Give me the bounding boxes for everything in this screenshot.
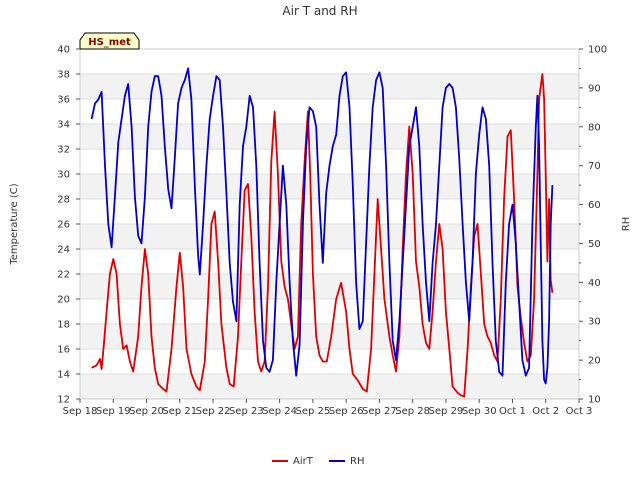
x-tick-label: Oct 3 (566, 406, 593, 417)
y-tick-label: 16 (57, 345, 70, 356)
y-tick-label: 24 (57, 245, 70, 256)
chart-title: Air T and RH (282, 4, 357, 18)
x-tick-label: Sep 25 (295, 406, 330, 417)
x-tick-label: Sep 19 (96, 406, 131, 417)
plot-band (80, 224, 579, 249)
y2-tick-label: 90 (588, 83, 601, 94)
y-tick-label: 12 (57, 395, 70, 406)
plot-band (80, 174, 579, 199)
x-tick-label: Sep 23 (229, 406, 264, 417)
x-tick-label: Sep 20 (129, 406, 164, 417)
plot-band (80, 274, 579, 299)
y-tick-label: 32 (57, 145, 70, 156)
plot-band (80, 124, 579, 149)
x-tick-label: Sep 27 (362, 406, 397, 417)
y2-tick-label: 30 (588, 317, 601, 328)
series-line-airt (91, 73, 554, 398)
x-tick-label: Sep 18 (63, 406, 98, 417)
x-tick-label: Sep 21 (162, 406, 197, 417)
series-line-rh (90, 67, 554, 385)
y-axis-ticks: 12 14 16 18 20 22 24 26 28 30 32 34 36 38 40 (57, 45, 80, 406)
plot-band (80, 249, 579, 274)
plot-band (80, 49, 579, 74)
y2-tick-label: 60 (588, 200, 601, 211)
x-tick-label: Oct 1 (499, 406, 526, 417)
y2-tick-label: 100 (588, 45, 607, 56)
legend-label-rh: RH (350, 456, 364, 467)
legend: AirT RH (272, 456, 364, 467)
y-axis-title: Temperature (C) (9, 183, 20, 265)
y-tick-label: 38 (57, 70, 70, 81)
y2-axis-ticks: 10 20 30 40 50 60 70 80 90 100 (579, 45, 607, 406)
plot-band (80, 299, 579, 324)
x-tick-label: Sep 29 (429, 406, 464, 417)
x-tick-label: Sep 26 (329, 406, 364, 417)
x-tick-label: Sep 22 (196, 406, 231, 417)
y2-tick-label: 80 (588, 122, 601, 133)
plot-band (80, 349, 579, 374)
plot-band (80, 74, 579, 99)
y2-tick-label: 70 (588, 161, 601, 172)
x-tick-label: Sep 28 (395, 406, 430, 417)
y-tick-label: 34 (57, 120, 70, 131)
plot-background-bands (80, 49, 579, 399)
plot-band (80, 374, 579, 399)
y2-tick-label: 20 (588, 356, 601, 367)
y-tick-label: 14 (57, 370, 70, 381)
y2-axis-title: RH (621, 217, 632, 231)
y-tick-label: 20 (57, 295, 70, 306)
y-tick-label: 18 (57, 320, 70, 331)
y-tick-label: 36 (57, 95, 70, 106)
x-tick-label: Sep 30 (462, 406, 497, 417)
y-tick-label: 28 (57, 195, 70, 206)
x-tick-label: Sep 24 (262, 406, 297, 417)
y2-tick-label: 10 (588, 395, 601, 406)
legend-label-airt: AirT (293, 456, 314, 467)
y-tick-label: 22 (57, 270, 70, 281)
y-tick-label: 30 (57, 170, 70, 181)
plot-band (80, 199, 579, 224)
y2-tick-label: 50 (588, 239, 601, 250)
plot-band (80, 99, 579, 124)
series-layer (90, 67, 554, 398)
y-tick-label: 26 (57, 220, 70, 231)
badge-label: HS_met (88, 37, 131, 48)
x-tick-label: Oct 2 (532, 406, 559, 417)
badge: HS_met (79, 32, 140, 50)
y2-tick-label: 40 (588, 278, 601, 289)
y-tick-label: 40 (57, 45, 70, 56)
